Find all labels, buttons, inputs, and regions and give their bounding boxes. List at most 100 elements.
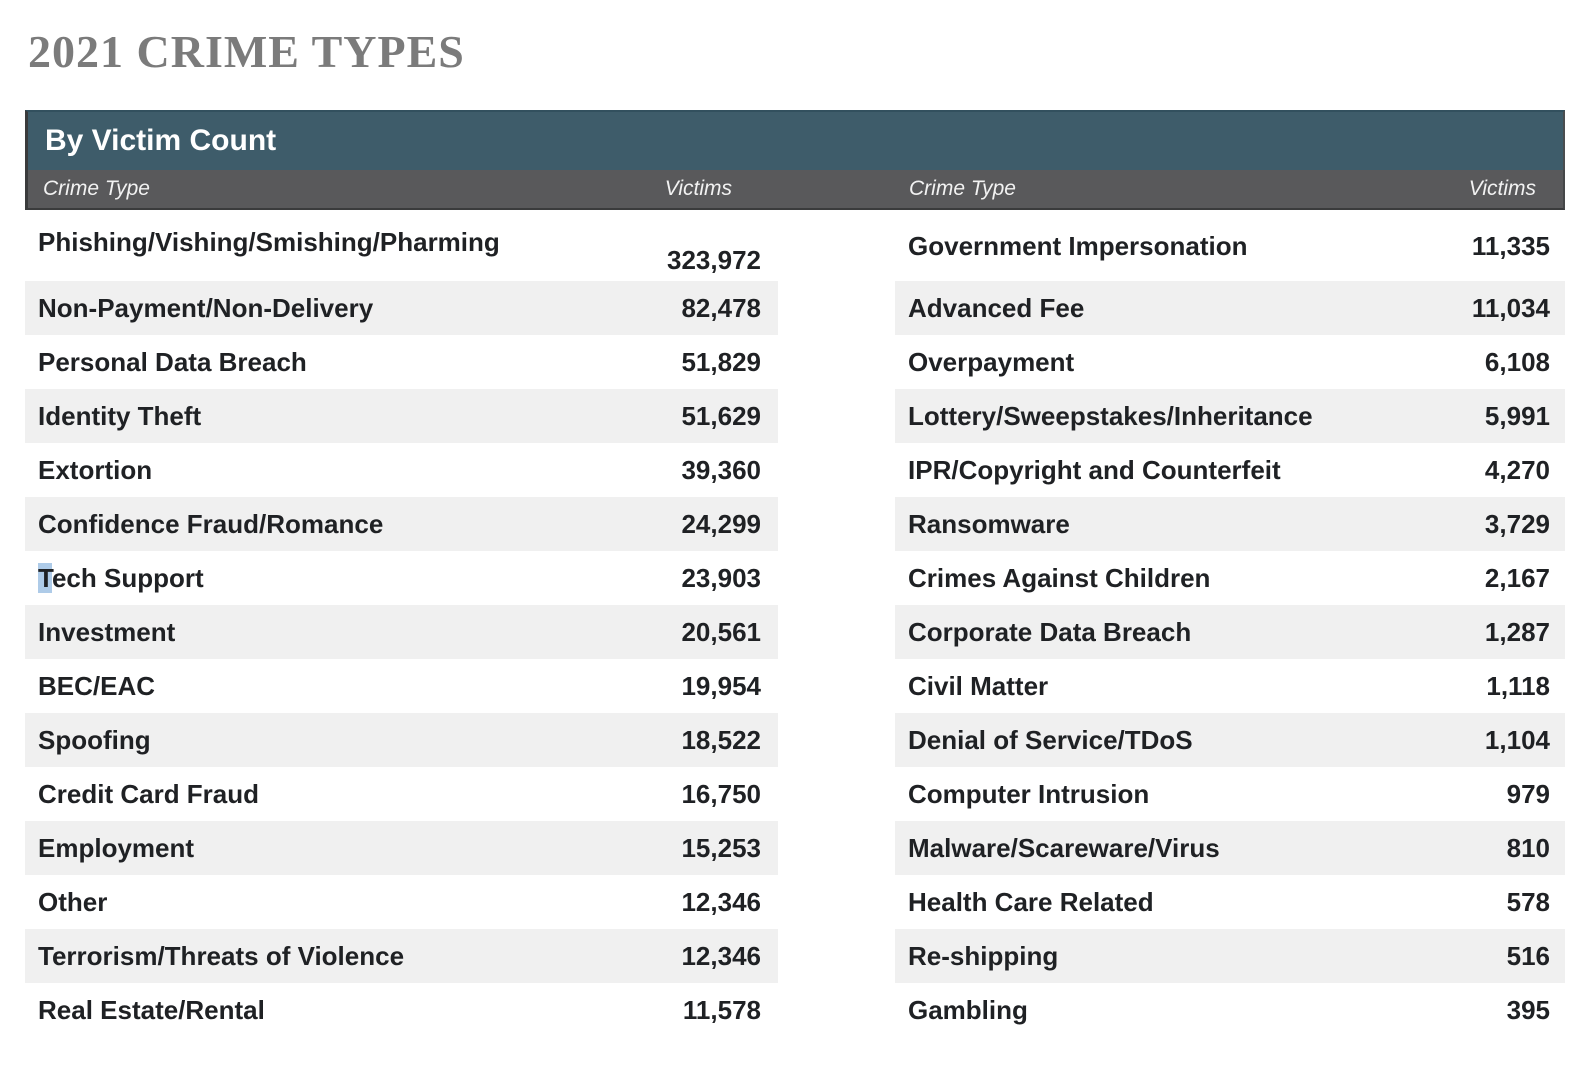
table-row: Civil Matter 1,118	[895, 659, 1565, 713]
victims-cell: 1,104	[1484, 724, 1550, 755]
crime-type-cell: IPR/Copyright and Counterfeit	[908, 454, 1281, 485]
victims-cell: 16,750	[681, 778, 761, 809]
crime-type-cell: Government Impersonation	[908, 230, 1248, 261]
table-row: Identity Theft 51,629	[25, 389, 778, 443]
table-row: Real Estate/Rental 11,578	[25, 983, 778, 1037]
column-gutter	[778, 211, 895, 1037]
table-row: Re-shipping 516	[895, 929, 1565, 983]
table-row: Ransomware 3,729	[895, 497, 1565, 551]
victims-cell: 810	[1506, 832, 1550, 863]
table-row: Confidence Fraud/Romance 24,299	[25, 497, 778, 551]
crime-type-cell: Non-Payment/Non-Delivery	[38, 292, 374, 323]
crime-type-cell: Confidence Fraud/Romance	[38, 508, 384, 539]
victims-cell: 12,346	[681, 886, 761, 917]
crime-type-cell: Terrorism/Threats of Violence	[38, 940, 405, 971]
crime-type-cell: Ransomware	[908, 508, 1070, 539]
victims-cell: 2,167	[1484, 562, 1550, 593]
table-row: BEC/EAC 19,954	[25, 659, 778, 713]
victims-cell: 82,478	[681, 292, 761, 323]
column-header-left: Crime Type Victims	[28, 177, 778, 201]
victims-cell: 11,034	[1471, 292, 1550, 323]
table-row: Personal Data Breach 51,829	[25, 335, 778, 389]
left-column: Phishing/Vishing/Smishing/Pharming 323,9…	[25, 211, 778, 1037]
victims-cell: 20,561	[681, 616, 761, 647]
victims-cell: 516	[1506, 940, 1550, 971]
crime-type-cell: Overpayment	[908, 346, 1075, 377]
table-row: Phishing/Vishing/Smishing/Pharming 323,9…	[25, 211, 778, 281]
crime-type-cell: Denial of Service/TDoS	[908, 724, 1193, 755]
crime-type-cell: Spoofing	[38, 724, 151, 755]
victims-cell: 19,954	[681, 670, 761, 701]
victims-cell: 51,629	[681, 400, 761, 431]
crime-type-cell: Personal Data Breach	[38, 346, 307, 377]
crime-type-cell: Gambling	[908, 994, 1028, 1025]
table-row: Advanced Fee 11,034	[895, 281, 1565, 335]
table-row: Denial of Service/TDoS 1,104	[895, 713, 1565, 767]
victims-cell: 979	[1506, 778, 1550, 809]
table-body: Phishing/Vishing/Smishing/Pharming 323,9…	[25, 211, 1565, 1037]
victim-count-table: By Victim Count Crime Type Victims Crime…	[25, 110, 1565, 1037]
page-title: 2021 CRIME TYPES	[28, 26, 465, 77]
table-row: Government Impersonation 11,335	[895, 211, 1565, 281]
table-row: Health Care Related 578	[895, 875, 1565, 929]
crime-type-cell: Lottery/Sweepstakes/Inheritance	[908, 400, 1313, 431]
table-row: Tech Support 23,903	[25, 551, 778, 605]
victims-cell: 323,972	[667, 244, 761, 275]
col-header-crime-type-left: Crime Type	[43, 177, 150, 200]
victims-cell: 24,299	[681, 508, 761, 539]
victims-cell: 11,578	[682, 994, 761, 1025]
victims-cell: 23,903	[681, 562, 761, 593]
victims-cell: 51,829	[681, 346, 761, 377]
table-row: Investment 20,561	[25, 605, 778, 659]
victims-cell: 1,118	[1486, 670, 1550, 701]
crime-type-cell: Corporate Data Breach	[908, 616, 1192, 647]
victims-cell: 15,253	[681, 832, 761, 863]
selection-highlight: T	[38, 562, 52, 593]
crime-type-cell: Malware/Scareware/Virus	[908, 832, 1220, 863]
table-row: Computer Intrusion 979	[895, 767, 1565, 821]
table-row: Non-Payment/Non-Delivery 82,478	[25, 281, 778, 335]
crime-type-cell: Credit Card Fraud	[38, 778, 260, 809]
col-header-crime-type-right: Crime Type	[909, 177, 1016, 200]
crime-type-cell: BEC/EAC	[38, 670, 156, 701]
table-row: Spoofing 18,522	[25, 713, 778, 767]
table-row: Gambling 395	[895, 983, 1565, 1037]
table-title-bar: By Victim Count	[25, 110, 1565, 170]
victims-cell: 12,346	[681, 940, 761, 971]
table-row: Employment 15,253	[25, 821, 778, 875]
crime-type-cell: Employment	[38, 832, 195, 863]
table-row: Extortion 39,360	[25, 443, 778, 497]
table-row: Terrorism/Threats of Violence 12,346	[25, 929, 778, 983]
victims-cell: 3,729	[1484, 508, 1550, 539]
crime-type-cell: Advanced Fee	[908, 292, 1085, 323]
victims-cell: 4,270	[1484, 454, 1550, 485]
crime-type-cell: Other	[38, 886, 108, 917]
crime-type-cell: Investment	[38, 616, 176, 647]
victims-cell: 6,108	[1484, 346, 1550, 377]
table-row: Crimes Against Children 2,167	[895, 551, 1565, 605]
table-row: Overpayment 6,108	[895, 335, 1565, 389]
crime-type-cell: Real Estate/Rental	[38, 994, 265, 1025]
column-header-right: Crime Type Victims	[895, 177, 1563, 201]
col-header-victims-left: Victims	[664, 177, 732, 200]
col-header-victims-right: Victims	[1468, 177, 1536, 200]
crime-type-cell: Extortion	[38, 454, 153, 485]
victims-cell: 578	[1506, 886, 1550, 917]
crime-type-cell: Identity Theft	[38, 400, 202, 431]
crime-type-cell: Phishing/Vishing/Smishing/Pharming	[38, 226, 500, 257]
table-row: Other 12,346	[25, 875, 778, 929]
crime-type-cell: Tech Support	[38, 562, 204, 593]
table-row: Corporate Data Breach 1,287	[895, 605, 1565, 659]
victims-cell: 5,991	[1484, 400, 1550, 431]
table-title: By Victim Count	[45, 124, 277, 157]
victims-cell: 395	[1506, 994, 1550, 1025]
table-row: Credit Card Fraud 16,750	[25, 767, 778, 821]
victims-cell: 39,360	[681, 454, 761, 485]
victims-cell: 1,287	[1484, 616, 1550, 647]
victims-cell: 11,335	[1471, 230, 1550, 261]
column-header-bar: Crime Type Victims Crime Type Victims	[25, 170, 1565, 210]
crime-type-cell: Crimes Against Children	[908, 562, 1211, 593]
crime-type-cell: Civil Matter	[908, 670, 1049, 701]
right-column: Government Impersonation 11,335 Advanced…	[895, 211, 1565, 1037]
